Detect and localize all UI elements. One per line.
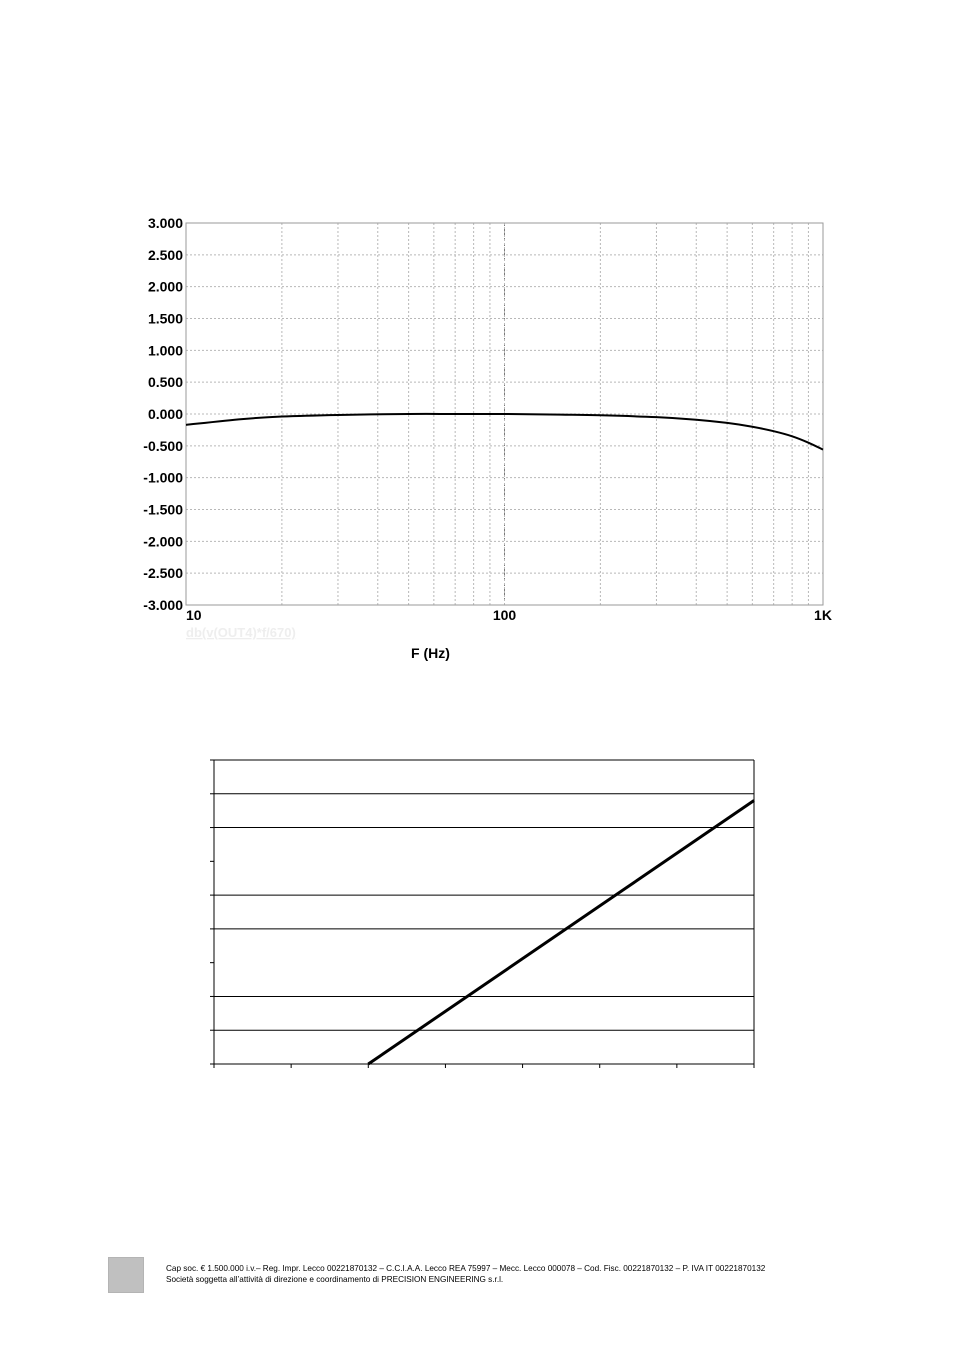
y-tick-label: 1.500	[148, 311, 183, 327]
company-logo	[108, 1257, 144, 1293]
x-tick-label: 10	[186, 607, 202, 623]
y-tick-label: 2.500	[148, 247, 183, 263]
footer: Cap soc. € 1.500.000 i.v.– Reg. Impr. Le…	[108, 1257, 828, 1293]
plot-frame	[185, 222, 824, 606]
x-tick-label: 1K	[814, 607, 832, 623]
y-tick-label: -2.000	[143, 533, 183, 549]
y-tick-label: -1.000	[143, 470, 183, 486]
y-tick-label: -1.500	[143, 502, 183, 518]
y-tick-label: -3.000	[143, 597, 183, 613]
y-tick-label: -2.500	[143, 565, 183, 581]
x-tick-label: 100	[493, 607, 517, 623]
y-tick-label: 0.500	[148, 374, 183, 390]
y-tick-label: 1.000	[148, 342, 183, 358]
series-line	[367, 799, 755, 1066]
footer-legal-line-2: Società soggetta all’attività di direzio…	[166, 1275, 504, 1284]
legend-label: db(v(OUT4)*f/670)	[186, 625, 296, 640]
footer-legal-line-1: Cap soc. € 1.500.000 i.v.– Reg. Impr. Le…	[166, 1264, 766, 1273]
y-tick-label: 0.000	[148, 406, 183, 422]
series-line	[185, 412, 824, 451]
y-tick-label: -0.500	[143, 438, 183, 454]
y-tick-label: 3.000	[148, 215, 183, 231]
x-axis-label: F (Hz)	[411, 645, 450, 661]
frequency-response-chart: 3.000 2.500 2.000 1.500 1.000 0.500 0.000 -0.50…	[143, 215, 832, 661]
linear-chart	[210, 759, 755, 1068]
y-tick-label: 2.000	[148, 279, 183, 295]
